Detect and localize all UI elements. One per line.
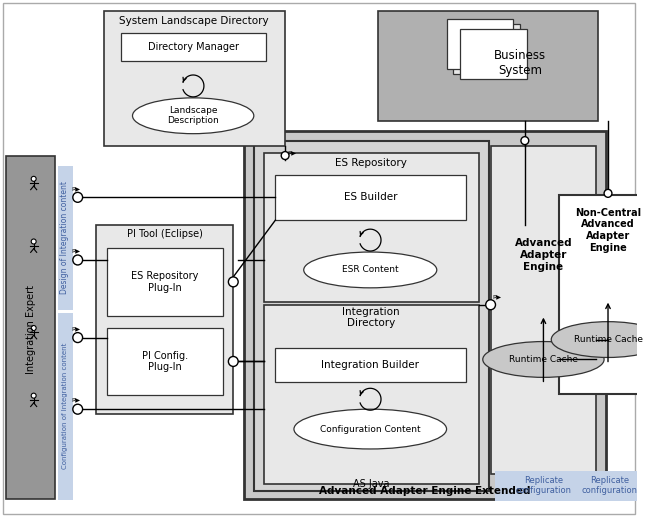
Text: Runtime Cache: Runtime Cache <box>573 335 642 344</box>
Bar <box>96 225 233 414</box>
Circle shape <box>31 393 36 398</box>
Bar <box>491 146 596 474</box>
Text: R▶: R▶ <box>72 249 80 253</box>
Ellipse shape <box>551 322 650 357</box>
Circle shape <box>73 255 83 265</box>
Ellipse shape <box>133 98 254 134</box>
Circle shape <box>228 277 238 287</box>
Text: Advanced Adapter Engine Extended: Advanced Adapter Engine Extended <box>319 486 531 496</box>
Bar <box>264 305 479 484</box>
Text: R▶: R▶ <box>492 294 501 299</box>
Circle shape <box>73 404 83 414</box>
Text: AS Java: AS Java <box>353 479 389 489</box>
Text: R▶: R▶ <box>72 186 80 191</box>
Circle shape <box>73 332 83 343</box>
Bar <box>6 156 55 499</box>
Text: Replicate
configuration: Replicate configuration <box>582 476 638 495</box>
Bar <box>107 248 222 316</box>
Circle shape <box>31 176 36 181</box>
Bar <box>276 347 466 383</box>
Text: Business
System: Business System <box>494 49 546 77</box>
Text: Integration Expert: Integration Expert <box>26 285 36 374</box>
Text: Configuration of Integration content: Configuration of Integration content <box>62 343 68 469</box>
Circle shape <box>486 300 495 310</box>
Circle shape <box>281 151 289 160</box>
Text: PI Config.
Plug-In: PI Config. Plug-In <box>142 351 188 372</box>
Bar <box>447 19 513 69</box>
Bar <box>378 11 598 121</box>
Bar <box>495 471 592 500</box>
Circle shape <box>521 136 528 145</box>
Bar <box>276 175 466 220</box>
Text: Landscape
Description: Landscape Description <box>167 106 219 126</box>
Text: Integration Builder: Integration Builder <box>321 360 419 370</box>
Circle shape <box>31 326 36 330</box>
Bar <box>121 33 266 61</box>
Bar <box>454 24 520 74</box>
Text: Advanced
Adapter
Engine: Advanced Adapter Engine <box>515 238 572 271</box>
Bar <box>244 131 606 499</box>
Text: R▶: R▶ <box>72 326 80 331</box>
Text: Directory Manager: Directory Manager <box>148 42 239 52</box>
Text: ESR Content: ESR Content <box>342 265 398 275</box>
Circle shape <box>228 356 238 367</box>
Text: Configuration Content: Configuration Content <box>320 424 421 434</box>
Circle shape <box>31 239 36 244</box>
Text: ES Repository: ES Repository <box>335 158 407 168</box>
Circle shape <box>73 192 83 202</box>
Text: R▶: R▶ <box>287 150 296 155</box>
Text: Design of Integration content: Design of Integration content <box>60 180 70 294</box>
Text: Non-Central
Advanced
Adapter
Engine: Non-Central Advanced Adapter Engine <box>575 208 641 252</box>
Text: R▶: R▶ <box>72 398 80 403</box>
Text: ES Builder: ES Builder <box>343 192 397 202</box>
Circle shape <box>604 189 612 197</box>
Bar <box>460 29 526 79</box>
Bar <box>559 195 650 394</box>
Ellipse shape <box>483 342 604 377</box>
Bar <box>254 141 489 491</box>
Ellipse shape <box>304 252 437 288</box>
Text: Replicate
configuration: Replicate configuration <box>515 476 571 495</box>
Bar <box>564 471 650 500</box>
Ellipse shape <box>294 409 447 449</box>
Text: PI Tool (Eclipse): PI Tool (Eclipse) <box>127 229 203 239</box>
Bar <box>107 328 222 396</box>
Bar <box>264 153 479 302</box>
Text: ES Repository
Plug-In: ES Repository Plug-In <box>131 271 198 293</box>
Bar <box>104 11 285 146</box>
Bar <box>58 165 73 310</box>
Text: Integration
Directory: Integration Directory <box>343 307 400 328</box>
Text: Runtime Cache: Runtime Cache <box>509 355 578 364</box>
Bar <box>58 313 73 500</box>
Text: System Landscape Directory: System Landscape Directory <box>120 16 269 26</box>
